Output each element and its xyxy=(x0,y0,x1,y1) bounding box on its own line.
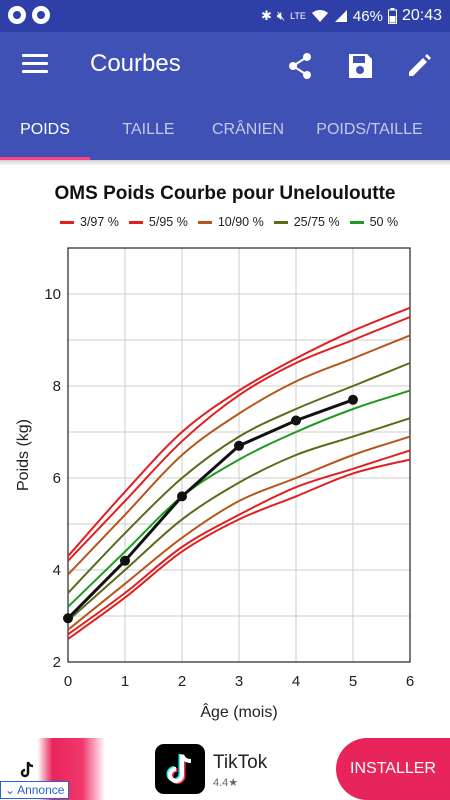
y-tick-label: 6 xyxy=(53,470,61,487)
chart-title: OMS Poids Courbe pour Unelouloutte xyxy=(54,183,396,204)
x-tick-label: 5 xyxy=(349,673,357,690)
x-tick-label: 4 xyxy=(292,673,300,690)
y-axis-label: Poids (kg) xyxy=(15,419,32,491)
page-title: Courbes xyxy=(90,50,181,77)
tab-poids[interactable]: POIDS xyxy=(0,100,90,160)
legend-swatch xyxy=(60,220,74,224)
x-tick-label: 0 xyxy=(64,673,72,690)
menu-icon[interactable] xyxy=(22,54,48,76)
mute-icon: 🔇︎ xyxy=(276,8,286,23)
legend-item: 10/90 % xyxy=(197,215,264,229)
x-tick-label: 2 xyxy=(178,673,186,690)
battery-icon xyxy=(387,8,397,24)
tab-taille[interactable]: TAILLE xyxy=(122,121,175,138)
x-tick-label: 3 xyxy=(235,673,243,690)
legend-swatch xyxy=(273,220,288,224)
percentile-curve xyxy=(67,362,411,594)
save-icon[interactable] xyxy=(344,50,376,82)
chevron-down-icon: ⌄ xyxy=(5,783,16,797)
percentile-curve xyxy=(67,389,411,608)
legend-swatch xyxy=(349,220,364,224)
y-tick-label: 8 xyxy=(53,378,61,395)
ad-app-name[interactable]: TikTok xyxy=(213,752,268,773)
tiktok-app-icon[interactable] xyxy=(155,744,205,794)
signal-icon xyxy=(334,10,347,22)
percentile-curve xyxy=(67,417,411,622)
chart-legend: 3/97 % 5/95 % 10/90 % 25/75 % 50 % xyxy=(60,215,440,229)
tiktok-note-icon xyxy=(166,754,192,784)
measurement-point xyxy=(120,555,130,566)
percentile-curve xyxy=(67,316,411,562)
y-tick-label: 4 xyxy=(53,562,61,579)
percentile-curve xyxy=(67,458,411,640)
clock: 20:43 xyxy=(401,7,442,24)
plot-frame xyxy=(67,247,411,663)
bluetooth-icon: ✱ xyxy=(260,8,272,23)
percentile-curve xyxy=(67,435,411,631)
legend-item: 25/75 % xyxy=(273,215,340,229)
network-type: LTE xyxy=(290,11,306,21)
edit-icon[interactable] xyxy=(403,50,435,82)
y-tick-label: 10 xyxy=(44,286,61,303)
growth-chart: 0 1 2 3 4 5 6 2 4 6 8 10 Âge (mois) Poids (kg) xyxy=(15,247,414,721)
legend-item: 5/95 % xyxy=(128,215,188,229)
measurement-point xyxy=(234,440,244,451)
legend-swatch xyxy=(128,220,143,224)
battery-percent: 46% xyxy=(352,7,383,25)
status-bar: ✱ 🔇︎ LTE 46% 20:43 xyxy=(0,0,450,32)
percentile-curve xyxy=(67,449,411,636)
share-icon[interactable] xyxy=(284,50,316,82)
measurement-point xyxy=(348,394,358,405)
measurement-line xyxy=(66,398,354,620)
ad-rating: 4.4★ xyxy=(213,777,239,789)
measurement-point xyxy=(291,415,301,426)
toolbar-shadow xyxy=(0,160,450,166)
messenger-icon xyxy=(32,6,50,24)
percentile-curve xyxy=(67,306,411,557)
install-button[interactable]: INSTALLER xyxy=(336,738,450,800)
notification-icon xyxy=(8,6,26,24)
legend-item: 50 % xyxy=(349,215,398,229)
wifi-icon xyxy=(311,9,328,22)
x-axis-label: Âge (mois) xyxy=(200,702,277,721)
measurement-point xyxy=(63,613,73,624)
app-bar: Courbes xyxy=(0,32,450,100)
legend-swatch xyxy=(197,220,212,224)
y-tick-label: 2 xyxy=(53,654,61,671)
x-tick-label: 6 xyxy=(406,673,414,690)
ad-choices-tag[interactable]: ⌄ Annonce xyxy=(0,781,70,799)
tiktok-logo-icon xyxy=(20,761,34,778)
tab-cranien[interactable]: CRÂNIEN xyxy=(211,121,284,138)
tab-poids-taille[interactable]: POIDS/TAILLE xyxy=(316,121,423,138)
tab-bar: POIDS TAILLE CRÂNIEN POIDS/TAILLE xyxy=(0,100,450,160)
percentile-curve xyxy=(67,334,411,576)
x-tick-label: 1 xyxy=(121,673,129,690)
measurement-point xyxy=(177,491,187,502)
legend-item: 3/97 % xyxy=(60,215,119,229)
